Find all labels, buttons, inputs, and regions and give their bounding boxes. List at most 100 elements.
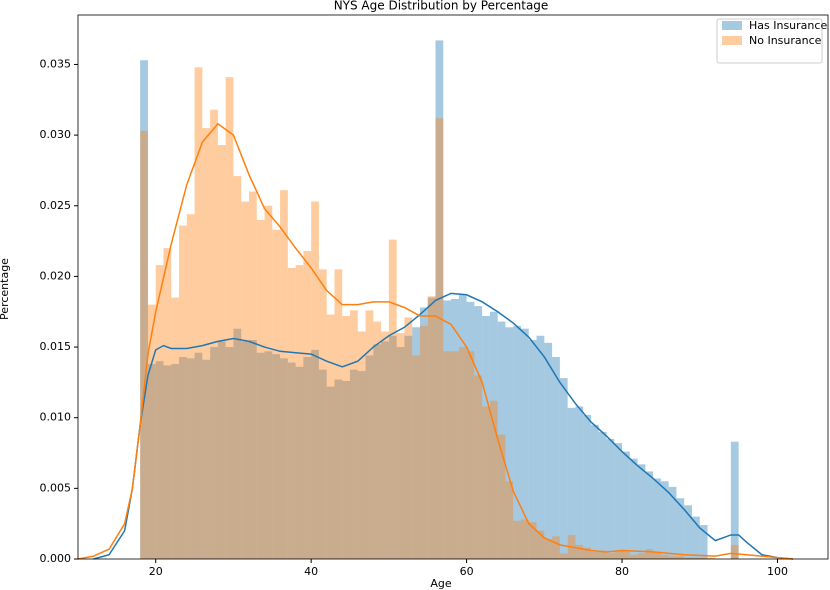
histogram-bar — [614, 443, 623, 559]
histogram-bar — [590, 551, 599, 559]
histogram-bar — [474, 375, 483, 559]
histogram-bar — [614, 550, 623, 559]
histogram-bar — [388, 239, 397, 560]
histogram-bar — [668, 556, 677, 559]
histogram-bar — [287, 362, 296, 559]
histogram-bar — [567, 407, 576, 559]
histogram-bar — [365, 355, 374, 559]
histogram-bar — [350, 369, 358, 559]
histogram-bar — [458, 347, 467, 559]
legend-swatch — [722, 36, 742, 45]
histogram-bar — [140, 130, 148, 559]
histogram-bar — [280, 190, 288, 559]
histogram-bar — [357, 331, 366, 559]
histogram-bar — [622, 550, 630, 559]
histogram-bar — [583, 547, 591, 559]
histogram-bar — [326, 386, 335, 559]
legend-label: No Insurance — [749, 34, 822, 47]
chart-title: NYS Age Distribution by Percentage — [334, 0, 549, 13]
x-tick-label: 40 — [304, 565, 318, 578]
histogram-bar — [474, 306, 483, 559]
histogram-bar — [466, 301, 475, 559]
histogram-bar — [435, 40, 444, 559]
histogram-bar — [629, 458, 638, 559]
histogram-bar — [186, 214, 195, 559]
y-tick-label: 0.025 — [40, 199, 72, 212]
histogram-bar — [637, 464, 646, 559]
histogram-bar — [155, 265, 164, 559]
histogram-bar — [660, 481, 669, 559]
histogram-bar — [373, 321, 382, 559]
histogram-bar — [381, 331, 389, 559]
histogram-bar — [295, 366, 304, 559]
y-tick-label: 0.000 — [40, 552, 72, 565]
histogram-bar — [427, 297, 436, 559]
histogram-bar — [225, 347, 234, 559]
histogram-bar — [280, 358, 288, 559]
histogram-bar — [419, 325, 428, 559]
histogram-bar — [552, 356, 560, 559]
y-tick-label: 0.030 — [40, 128, 72, 141]
kde-line — [93, 292, 794, 560]
histogram-bar — [505, 327, 514, 559]
histogram-bar — [171, 364, 180, 559]
histogram-bar — [396, 332, 405, 559]
histogram-bar — [699, 557, 708, 559]
y-tick-label: 0.035 — [40, 57, 72, 70]
histogram-bar — [559, 553, 568, 559]
histogram-bar — [217, 341, 226, 559]
histogram-bar — [318, 369, 327, 559]
histogram-bar — [241, 341, 249, 559]
x-tick-label: 100 — [767, 565, 788, 578]
histogram-bar — [334, 269, 343, 559]
histogram-bar — [482, 315, 490, 559]
histogram-bar — [443, 351, 452, 559]
histogram-bar — [404, 317, 413, 559]
histogram-bar — [489, 400, 498, 559]
histogram-bar — [598, 550, 607, 559]
histogram-bar — [645, 471, 654, 559]
histogram-bar — [552, 536, 560, 559]
histogram-bar — [528, 522, 537, 559]
histogram-bar — [645, 549, 654, 559]
histogram-bar — [342, 315, 351, 559]
histogram-bar — [194, 67, 203, 559]
histogram-bar — [606, 553, 615, 559]
histogram-bar — [163, 248, 172, 559]
histogram-bar — [326, 314, 335, 559]
x-tick-label: 80 — [615, 565, 629, 578]
histogram-bar — [272, 229, 281, 559]
histogram-bar — [497, 434, 506, 559]
histogram-bar — [684, 505, 692, 559]
histogram-bar — [241, 201, 249, 559]
kde-line — [77, 122, 794, 560]
histogram-bar — [676, 498, 685, 559]
histogram-bar — [233, 328, 242, 559]
histogram-bar — [583, 414, 591, 559]
histogram-bar — [606, 438, 615, 559]
histogram-bar — [513, 325, 522, 559]
histogram-bar — [660, 554, 669, 559]
histogram-bar — [147, 304, 156, 559]
histogram-bar — [730, 544, 739, 559]
histogram-bar — [676, 556, 685, 559]
histogram-bar — [443, 300, 452, 559]
histogram-bar — [318, 269, 327, 559]
histogram-bar — [489, 311, 498, 559]
histogram-bar — [210, 109, 218, 559]
y-tick-label: 0.010 — [40, 411, 72, 424]
y-tick-label: 0.020 — [40, 269, 72, 282]
y-tick-label: 0.005 — [40, 481, 72, 494]
histogram-bar — [365, 310, 374, 559]
histogram-bar — [186, 358, 195, 559]
x-tick-label: 20 — [149, 565, 163, 578]
histogram-bar — [536, 530, 545, 559]
histogram-bar — [334, 379, 343, 559]
histogram-bar — [264, 205, 273, 560]
histogram-bar — [295, 265, 304, 559]
plot-frame — [77, 14, 829, 560]
histogram-bar — [163, 365, 172, 559]
histogram-bar — [707, 557, 716, 559]
histogram-bar — [171, 297, 180, 559]
